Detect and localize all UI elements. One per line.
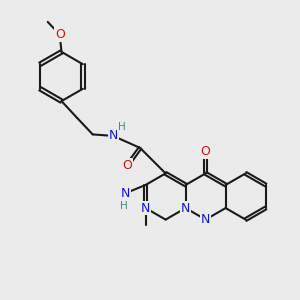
Text: O: O [55,28,64,41]
Text: O: O [201,145,211,158]
Text: H: H [120,201,128,211]
Text: N: N [108,129,118,142]
Text: N: N [201,213,210,226]
Text: H: H [118,122,126,132]
Text: N: N [181,202,190,214]
Text: N: N [121,187,130,200]
Text: O: O [123,159,132,172]
Text: N: N [141,202,150,214]
